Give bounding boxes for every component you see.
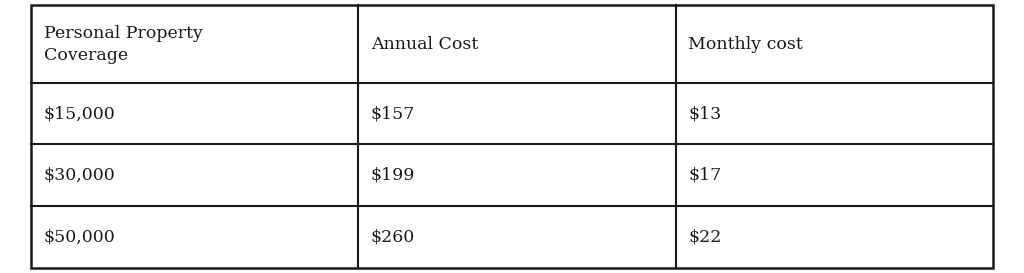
Text: Annual Cost: Annual Cost xyxy=(371,35,478,53)
Text: Monthly cost: Monthly cost xyxy=(688,35,803,53)
Text: $30,000: $30,000 xyxy=(44,167,116,184)
Text: $17: $17 xyxy=(688,167,722,184)
Text: $260: $260 xyxy=(371,228,415,245)
Text: $50,000: $50,000 xyxy=(44,228,116,245)
Text: Personal Property
Coverage: Personal Property Coverage xyxy=(44,25,203,64)
Text: $199: $199 xyxy=(371,167,415,184)
Text: $22: $22 xyxy=(688,228,722,245)
Text: $13: $13 xyxy=(688,105,722,122)
Text: $157: $157 xyxy=(371,105,415,122)
Text: $15,000: $15,000 xyxy=(44,105,116,122)
